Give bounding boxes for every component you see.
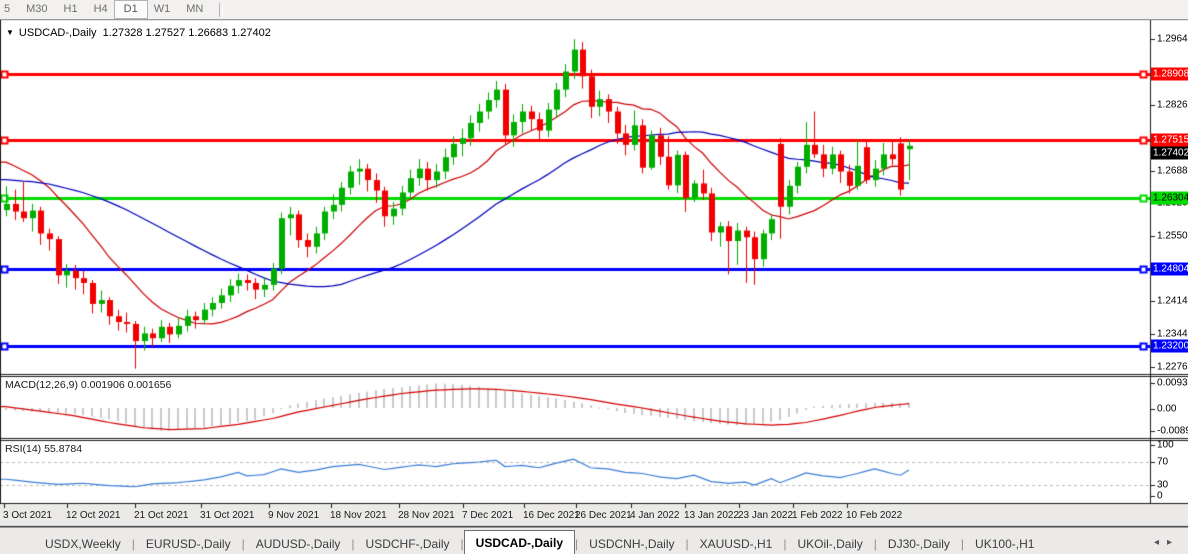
price-axis-tick: 1.24140 [1157,295,1188,307]
date-axis-label: 12 Oct 2021 [66,510,121,521]
date-axis-label: 13 Jan 2022 [684,510,740,521]
timeframe-button-m30[interactable]: M30 [26,3,48,15]
price-axis-tick: 1.25500 [1157,230,1188,242]
tab-separator: | [131,537,135,551]
price-line-badge: 1.27515 [1151,133,1188,147]
toolbar-separator [219,2,224,17]
timeframe-button-mn[interactable]: MN [186,3,204,15]
macd-axis-tick: 0.00 [1157,403,1177,415]
tab-separator: | [241,537,245,551]
price-axis-tick: 1.29640 [1157,33,1188,45]
tab-separator: | [783,537,787,551]
chart-tab-uk100-h1[interactable]: UK100-,H1 [975,537,1035,551]
macd-indicator-label: MACD(12,26,9) 0.001906 0.001656 [5,379,172,391]
rsi-axis-tick: 30 [1157,479,1169,491]
price-line-badge: 1.28908 [1151,67,1188,81]
macd-axis-tick: 0.009345 [1157,377,1188,389]
chart-tab-ukoil-daily[interactable]: UKOil-,Daily [797,537,863,551]
date-axis-label: 21 Oct 2021 [134,510,189,521]
date-axis-label: 18 Nov 2021 [330,510,387,521]
chart-tab-usdx-weekly[interactable]: USDX,Weekly [45,537,121,551]
date-axis-label: 4 Jan 2022 [630,510,680,521]
chevron-down-icon[interactable]: ▼ [6,28,14,37]
date-axis-label: 1 Feb 2022 [792,510,843,521]
date-axis-label: 7 Dec 2021 [462,510,514,521]
timeframe-button-w1[interactable]: W1 [153,3,171,15]
date-axis-label: 16 Dec 2021 [523,510,580,521]
chart-tab-dj30-daily[interactable]: DJ30-,Daily [887,537,950,551]
macd-axis-tick: -0.00890 [1157,425,1188,437]
price-axis-tick: 1.28260 [1157,99,1188,111]
price-line-badge: 1.26304 [1151,191,1188,205]
date-axis-label: 23 Jan 2022 [738,510,794,521]
tab-separator: | [575,537,579,551]
rsi-axis-tick: 70 [1157,456,1169,468]
date-axis-label: 9 Nov 2021 [268,510,320,521]
chart-tab-eurusd-daily[interactable]: EURUSD-,Daily [145,537,231,551]
tab-separator: | [460,537,464,551]
timeframe-button-h1[interactable]: H1 [63,3,78,15]
tab-separator: | [873,537,877,551]
date-axis-label: 10 Feb 2022 [846,510,903,521]
price-axis-tick: 1.22760 [1157,361,1188,373]
price-axis-tick: 1.23440 [1157,328,1188,340]
tab-scroll-arrows[interactable]: ◂▸ [1154,531,1180,554]
current-price-badge: 1.27402 [1151,146,1188,160]
date-axis-label: 3 Oct 2021 [3,510,52,521]
date-axis-label: 31 Oct 2021 [200,510,255,521]
tab-scroll-right-icon[interactable]: ▸ [1166,537,1180,548]
timeframe-button-5[interactable]: 5 [4,3,11,15]
timeframe-button-h4[interactable]: H4 [93,3,108,15]
tab-separator: | [960,537,965,551]
rsi-axis-tick: 100 [1157,439,1174,451]
timeframe-toolbar: 5 M30 H1 H4 D1 W1 MN [0,0,1188,20]
rsi-axis-tick: 0 [1157,490,1163,502]
chart-tab-usdchf-daily[interactable]: USDCHF-,Daily [365,537,450,551]
price-axis-tick: 1.26880 [1157,165,1188,177]
date-axis-label: 28 Nov 2021 [398,510,455,521]
price-line-badge: 1.24804 [1151,262,1188,276]
chart-tab-bar: USDX,Weekly | EURUSD-,Daily | AUDUSD-,Daily |… [0,527,1188,554]
chart-ohlc-values: 1.27328 1.27527 1.26683 1.27402 [102,27,271,39]
chart-symbol-period: USDCAD-,Daily [18,27,97,39]
rsi-indicator-label: RSI(14) 55.8784 [5,443,83,455]
chart-title: ▼ USDCAD-,Daily 1.27328 1.27527 1.26683 1… [6,27,271,39]
chart-tab-xauusd-h1[interactable]: XAUUSD-,H1 [699,537,773,551]
tab-scroll-left-icon[interactable]: ◂ [1153,537,1167,548]
tab-separator: | [351,537,355,551]
chart-tab-audusd-daily[interactable]: AUDUSD-,Daily [255,537,341,551]
tab-separator: | [685,537,689,551]
timeframe-button-d1[interactable]: D1 [113,0,148,19]
price-line-badge: 1.23200 [1151,339,1188,353]
date-axis-label: 26 Dec 2021 [575,510,632,521]
chart-tab-usdcad-daily[interactable]: USDCAD-,Daily [463,530,576,554]
chart-tab-usdcnh-daily[interactable]: USDCNH-,Daily [589,537,675,551]
